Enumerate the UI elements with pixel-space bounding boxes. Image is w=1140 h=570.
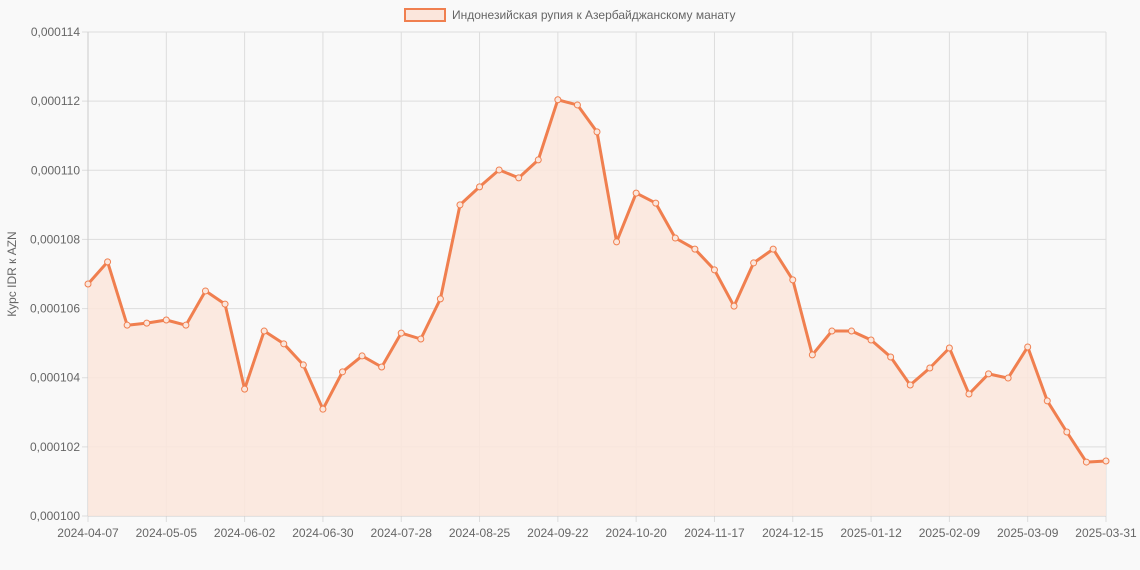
data-area [84,96,1110,517]
data-point[interactable] [358,352,366,360]
x-tick-label: 2024-05-05 [136,526,198,540]
data-point[interactable] [104,258,112,266]
x-tick-label: 2024-06-02 [214,526,276,540]
data-point[interactable] [985,370,993,378]
x-tick-label: 2025-03-31 [1075,526,1137,540]
x-tick-label: 2025-01-12 [840,526,902,540]
legend-label: Индонезийская рупия к Азербайджанскому м… [452,8,736,22]
data-point[interactable] [534,156,542,164]
data-point[interactable] [573,101,581,109]
legend-item[interactable]: Индонезийская рупия к Азербайджанскому м… [404,7,735,23]
data-point[interactable] [339,368,346,376]
data-point[interactable] [632,189,640,197]
x-tick-label: 2024-12-15 [762,526,824,540]
data-point[interactable] [828,327,836,335]
data-point[interactable] [769,245,777,253]
data-point[interactable] [1102,457,1110,465]
y-tick-label: 0,000106 [30,302,80,316]
y-tick-label: 0,000104 [30,371,80,385]
data-point[interactable] [926,364,934,372]
data-point[interactable] [554,96,562,104]
data-point[interactable] [456,201,464,209]
data-point[interactable] [1004,374,1012,382]
data-point[interactable] [476,183,484,191]
data-point[interactable] [613,238,621,246]
x-axis-ticks: 2024-04-07 2024-05-05 2024-06-02 2024-06-30… [57,526,1137,540]
data-point[interactable] [515,174,523,182]
data-point[interactable] [808,351,816,359]
data-point[interactable] [730,302,738,310]
data-point[interactable] [1082,458,1090,466]
x-tick-label: 2025-02-09 [919,526,981,540]
data-point[interactable] [221,300,229,308]
data-point[interactable] [691,245,699,253]
data-point[interactable] [182,321,190,329]
y-tick-label: 0,000110 [31,163,80,177]
y-axis-ticks: 0,000100 0,000102 0,000104 0,000106 0,000108… [30,25,80,523]
data-point[interactable] [906,381,914,389]
data-point[interactable] [417,335,425,343]
x-tick-label: 2024-04-07 [57,526,119,540]
data-point[interactable] [671,234,679,242]
data-point[interactable] [945,344,953,352]
x-tick-label: 2024-11-17 [684,526,745,540]
data-point[interactable] [319,405,327,413]
data-point[interactable] [652,199,660,207]
area-fill [88,99,1106,517]
data-point[interactable] [965,390,973,398]
data-point[interactable] [260,327,268,335]
data-point[interactable] [593,128,601,136]
data-point[interactable] [241,385,249,393]
data-point[interactable] [789,276,797,284]
data-point[interactable] [1043,397,1051,405]
data-point[interactable] [378,363,386,371]
y-tick-label: 0,000100 [30,509,80,523]
data-point[interactable] [848,327,855,335]
data-point[interactable] [710,266,718,274]
y-tick-label: 0,000108 [30,232,80,246]
data-point[interactable] [201,287,209,295]
x-tick-label: 2024-06-30 [292,526,354,540]
data-point[interactable] [436,295,444,303]
data-point[interactable] [887,353,895,361]
data-point[interactable] [1063,428,1071,436]
data-point[interactable] [143,319,151,327]
data-point[interactable] [299,361,307,369]
data-point[interactable] [750,259,758,267]
y-axis-title: Курс IDR к AZN [5,231,19,317]
data-point[interactable] [162,316,170,324]
y-tick-label: 0,000114 [31,25,80,39]
x-tick-label: 2024-07-28 [371,526,433,540]
x-tick-label: 2025-03-09 [997,526,1059,540]
data-point[interactable] [495,166,503,174]
data-point[interactable] [1024,343,1032,351]
data-point[interactable] [123,321,131,329]
legend-color-swatch [404,8,446,22]
x-tick-label: 2024-10-20 [605,526,667,540]
data-point[interactable] [280,340,288,348]
y-tick-label: 0,000102 [30,440,80,454]
data-point[interactable] [397,329,405,337]
x-tick-label: 2024-08-25 [449,526,511,540]
data-point[interactable] [84,280,92,288]
data-point[interactable] [867,336,875,344]
y-tick-label: 0,000112 [31,94,80,108]
x-tick-label: 2024-09-22 [527,526,589,540]
